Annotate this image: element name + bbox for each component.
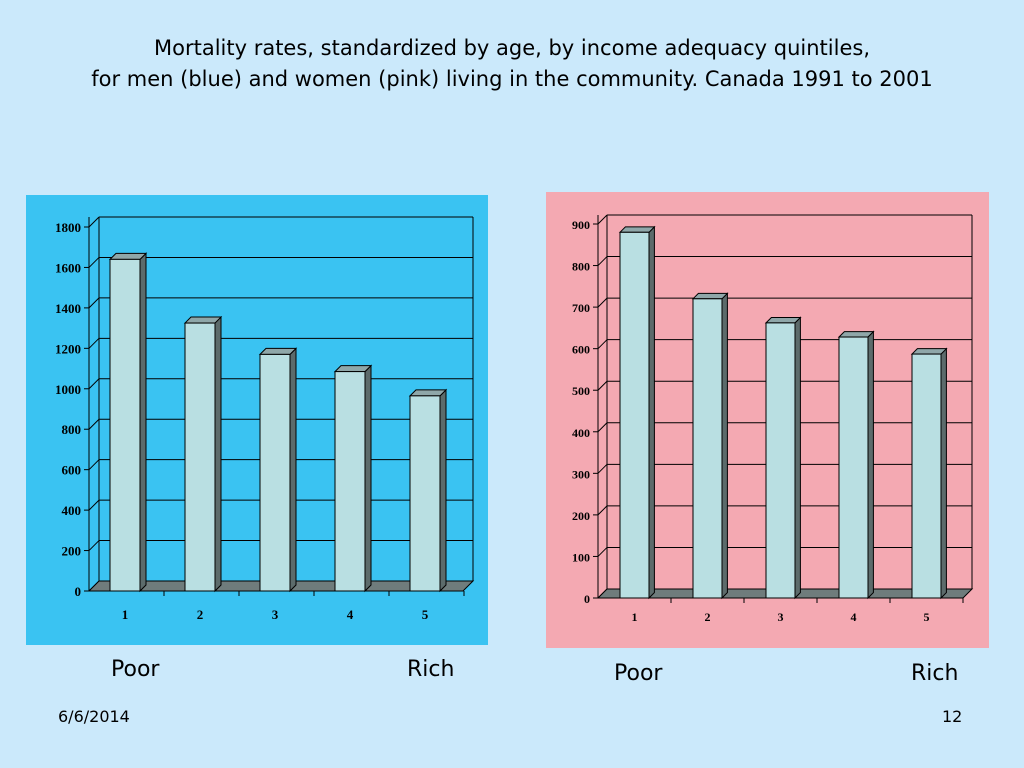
gridline-wall xyxy=(597,463,608,474)
y-tick-label: 200 xyxy=(62,544,82,559)
men-poor-label: Poor xyxy=(111,657,160,682)
y-tick-label: 800 xyxy=(572,260,590,274)
gridline-wall xyxy=(597,339,608,350)
bar-side xyxy=(721,292,728,600)
men-rich-label: Rich xyxy=(407,657,455,682)
gridline-wall xyxy=(88,378,100,390)
bar-side xyxy=(867,330,874,600)
gridline-wall xyxy=(88,499,100,511)
bar xyxy=(911,353,942,599)
bar-top xyxy=(618,226,656,233)
x-tick-label: 1 xyxy=(632,610,638,624)
bar xyxy=(259,353,291,592)
y-tick-label: 600 xyxy=(62,463,82,478)
gridline-wall xyxy=(88,257,100,268)
bar-side xyxy=(648,225,655,600)
bar-top xyxy=(764,317,802,324)
slide-date: 6/6/2014 xyxy=(58,707,130,726)
bar-top xyxy=(691,292,729,300)
gridline-wall xyxy=(88,337,100,349)
y-tick-label: 900 xyxy=(572,218,590,232)
y-tick-label: 800 xyxy=(62,422,82,437)
slide-title: Mortality rates, standardized by age, by… xyxy=(0,33,1024,95)
bar-top xyxy=(333,365,373,373)
bar-side xyxy=(364,364,372,593)
gridline-wall xyxy=(88,418,100,430)
bar-side xyxy=(794,316,801,600)
bar-side xyxy=(214,315,222,593)
bar xyxy=(334,371,366,592)
bar xyxy=(619,231,650,599)
y-tick-label: 500 xyxy=(572,384,590,398)
bar-top xyxy=(258,347,298,355)
y-tick-label: 100 xyxy=(572,550,590,564)
y-tick-label: 300 xyxy=(572,467,590,481)
men-mortality-chart: 0 200 400 600 800 1000 1200 1400 1600 1800 1 2 3 4 5 xyxy=(26,195,488,645)
gridline-wall xyxy=(597,256,608,266)
gridline-wall xyxy=(597,505,608,516)
y-tick-label: 600 xyxy=(572,343,590,357)
x-tick-label: 2 xyxy=(705,610,711,624)
x-tick-label: 4 xyxy=(347,607,354,622)
y-tick-label: 200 xyxy=(572,509,590,523)
women-poor-label: Poor xyxy=(614,661,663,686)
y-tick-label: 0 xyxy=(584,592,590,606)
gridline-wall xyxy=(597,214,608,225)
y-tick-label: 0 xyxy=(75,584,82,599)
bar xyxy=(184,322,216,592)
women-mortality-chart: 0 100 200 300 400 500 600 700 800 900 1 2 3 4 5 xyxy=(546,192,989,648)
gridline-wall xyxy=(88,459,100,471)
bar xyxy=(692,298,723,599)
x-tick-label: 5 xyxy=(924,610,930,624)
title-line-2: for men (blue) and women (pink) living i… xyxy=(91,67,933,91)
bar xyxy=(838,336,869,599)
bar-side xyxy=(289,347,297,593)
y-tick-label: 1400 xyxy=(55,301,81,316)
y-tick-label: 400 xyxy=(572,426,590,440)
slide-number: 12 xyxy=(942,707,963,726)
bar xyxy=(109,258,141,592)
gridline-wall xyxy=(88,297,100,309)
gridline-wall xyxy=(597,422,608,433)
women-rich-label: Rich xyxy=(911,661,959,686)
bar-top xyxy=(408,389,448,397)
x-tick-label: 1 xyxy=(122,607,129,622)
bar xyxy=(409,395,441,592)
bar-side xyxy=(439,388,447,593)
x-tick-label: 3 xyxy=(272,607,279,622)
bar-side xyxy=(139,252,147,593)
title-line-1: Mortality rates, standardized by age, by… xyxy=(153,36,870,60)
y-tick-label: 1600 xyxy=(55,260,81,275)
bar-top xyxy=(837,331,875,338)
y-tick-label: 1800 xyxy=(55,220,81,235)
y-tick-label: 400 xyxy=(62,503,82,518)
bar-side xyxy=(940,347,947,600)
gridline-wall xyxy=(88,216,100,228)
bar-top xyxy=(910,348,948,355)
gridline-wall xyxy=(597,297,608,308)
y-tick-label: 1000 xyxy=(55,382,81,397)
x-tick-label: 4 xyxy=(851,610,857,624)
bar-top xyxy=(108,252,148,260)
x-tick-label: 5 xyxy=(422,607,429,622)
y-tick-label: 1200 xyxy=(55,341,81,356)
gridline-wall xyxy=(597,547,608,557)
y-tick-label: 700 xyxy=(572,301,590,315)
bar xyxy=(765,322,796,599)
bar-top xyxy=(183,316,223,324)
x-tick-label: 2 xyxy=(197,607,204,622)
gridline-wall xyxy=(88,540,100,551)
x-tick-label: 3 xyxy=(778,610,784,624)
gridline-wall xyxy=(597,380,608,391)
